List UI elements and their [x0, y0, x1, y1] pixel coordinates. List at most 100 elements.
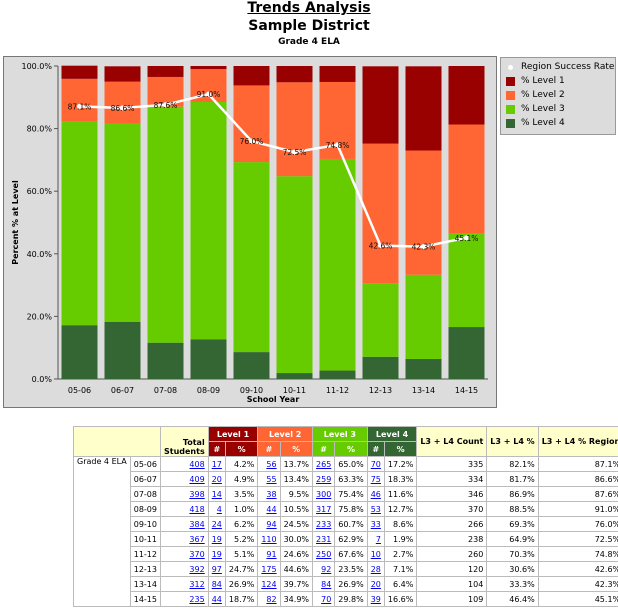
legend-label: % Level 4 — [521, 118, 565, 128]
total-students-cell: 312 — [159, 576, 209, 592]
level4-count-link[interactable]: 7 — [375, 534, 381, 544]
level4-count-link[interactable]: 46 — [370, 489, 381, 499]
y-tick-label: 100.0% — [21, 62, 52, 71]
level4-count-cell: 39 — [366, 591, 385, 607]
x-tick-label: 14-15 — [455, 386, 478, 395]
l3l4-count: 260 — [416, 546, 488, 562]
total-students-cell: 409 — [159, 471, 209, 487]
legend-swatch — [506, 76, 515, 86]
level2-count-link[interactable]: 55 — [266, 474, 277, 484]
level3-count-link[interactable]: 317 — [316, 504, 332, 514]
level4-count-link[interactable]: 53 — [370, 504, 381, 514]
l3l4-pct: 81.7% — [486, 471, 539, 487]
l3l4-pct-header: L3 + L4 % — [486, 426, 539, 457]
legend-item: % Level 4 — [501, 116, 615, 130]
level1-count-link[interactable]: 17 — [211, 459, 222, 469]
level3-count-link[interactable]: 70 — [321, 594, 332, 604]
level4-pct-subheader: % — [383, 441, 418, 457]
total-students-link[interactable]: 367 — [189, 534, 205, 544]
level4-count-link[interactable]: 70 — [370, 459, 381, 469]
level3-count-link[interactable]: 84 — [321, 579, 332, 589]
bar-segment-level4 — [405, 358, 442, 379]
level3-pct: 60.7% — [334, 516, 368, 532]
level2-count-link[interactable]: 44 — [266, 504, 277, 514]
level3-count-link[interactable]: 233 — [316, 519, 332, 529]
total-students-link[interactable]: 384 — [189, 519, 205, 529]
legend-item: Region Success Rate — [501, 60, 615, 74]
level2-count-cell: 175 — [257, 561, 281, 577]
bar-segment-level1 — [233, 66, 270, 86]
x-tick-label: 08-09 — [197, 386, 220, 395]
bar-segment-level1 — [362, 66, 399, 144]
level1-count-link[interactable]: 19 — [211, 534, 222, 544]
l3l4-pct: 64.9% — [486, 531, 539, 547]
total-students-link[interactable]: 392 — [189, 564, 205, 574]
level1-count-link[interactable]: 19 — [211, 549, 222, 559]
level1-count-link[interactable]: 20 — [211, 474, 222, 484]
total-students-link[interactable]: 418 — [189, 504, 205, 514]
y-tick-label: 60.0% — [27, 187, 53, 196]
region-success-point — [378, 243, 383, 249]
corner-cell — [73, 426, 131, 457]
level1-count-cell: 84 — [207, 576, 226, 592]
level1-count-link[interactable]: 97 — [211, 564, 222, 574]
level3-count-link[interactable]: 265 — [316, 459, 332, 469]
total-students-link[interactable]: 408 — [189, 459, 205, 469]
level4-count-cell: 20 — [366, 576, 385, 592]
level2-count-link[interactable]: 38 — [266, 489, 277, 499]
level4-count-link[interactable]: 10 — [370, 549, 381, 559]
level2-count-link[interactable]: 56 — [266, 459, 277, 469]
x-tick-label: 13-14 — [412, 386, 435, 395]
level1-count-link[interactable]: 4 — [216, 504, 222, 514]
region-success-point — [206, 91, 211, 97]
total-students-link[interactable]: 312 — [189, 579, 205, 589]
level2-pct: 9.5% — [279, 486, 314, 502]
bar-segment-level3 — [190, 101, 227, 340]
level4-count-link[interactable]: 75 — [370, 474, 381, 484]
level2-count-link[interactable]: 82 — [266, 594, 277, 604]
region-success-point — [249, 138, 254, 144]
legend-swatch — [506, 118, 515, 128]
level3-count-link[interactable]: 259 — [316, 474, 332, 484]
total-students-link[interactable]: 235 — [189, 594, 205, 604]
level1-count-link[interactable]: 14 — [211, 489, 222, 499]
legend-label: % Level 2 — [521, 90, 565, 100]
bar-segment-level1 — [61, 65, 98, 79]
level3-count-link[interactable]: 231 — [316, 534, 332, 544]
level2-count-link[interactable]: 94 — [266, 519, 277, 529]
level4-count-link[interactable]: 33 — [370, 519, 381, 529]
level2-pct: 44.6% — [279, 561, 314, 577]
level3-count-link[interactable]: 300 — [316, 489, 332, 499]
l3l4-pct: 69.3% — [486, 516, 539, 532]
region-success-label: 72.5% — [283, 148, 307, 157]
level2-count-link[interactable]: 110 — [261, 534, 277, 544]
level3-pct: 23.5% — [334, 561, 368, 577]
level1-count-link[interactable]: 84 — [211, 579, 222, 589]
l3l4-region: 74.8% — [537, 546, 618, 562]
results-table-wrap: Total Students Level 1 Level 2 Level 3 L… — [73, 426, 618, 607]
level4-count-cell: 7 — [366, 531, 385, 547]
total-students-link[interactable]: 409 — [189, 474, 205, 484]
level4-count-subheader: # — [366, 441, 385, 457]
level4-pct: 11.6% — [383, 486, 418, 502]
level1-count-link[interactable]: 24 — [211, 519, 222, 529]
total-students-link[interactable]: 398 — [189, 489, 205, 499]
bar-segment-level1 — [147, 66, 184, 77]
level4-count-link[interactable]: 28 — [370, 564, 381, 574]
level4-count-link[interactable]: 20 — [370, 579, 381, 589]
level2-count-link[interactable]: 124 — [261, 579, 277, 589]
region-success-label: 74.8% — [326, 141, 350, 150]
level1-count-link[interactable]: 44 — [211, 594, 222, 604]
region-success-label: 42.6% — [369, 242, 393, 251]
level2-count-link[interactable]: 175 — [261, 564, 277, 574]
level3-count-link[interactable]: 92 — [321, 564, 332, 574]
legend-swatch — [506, 63, 515, 72]
bar-segment-level3 — [319, 158, 356, 371]
level3-count-link[interactable]: 250 — [316, 549, 332, 559]
level4-count-link[interactable]: 39 — [370, 594, 381, 604]
level4-pct: 8.6% — [383, 516, 418, 532]
x-tick-label: 10-11 — [283, 386, 306, 395]
total-students-link[interactable]: 370 — [189, 549, 205, 559]
level2-pct-subheader: % — [279, 441, 314, 457]
level2-count-link[interactable]: 91 — [266, 549, 277, 559]
